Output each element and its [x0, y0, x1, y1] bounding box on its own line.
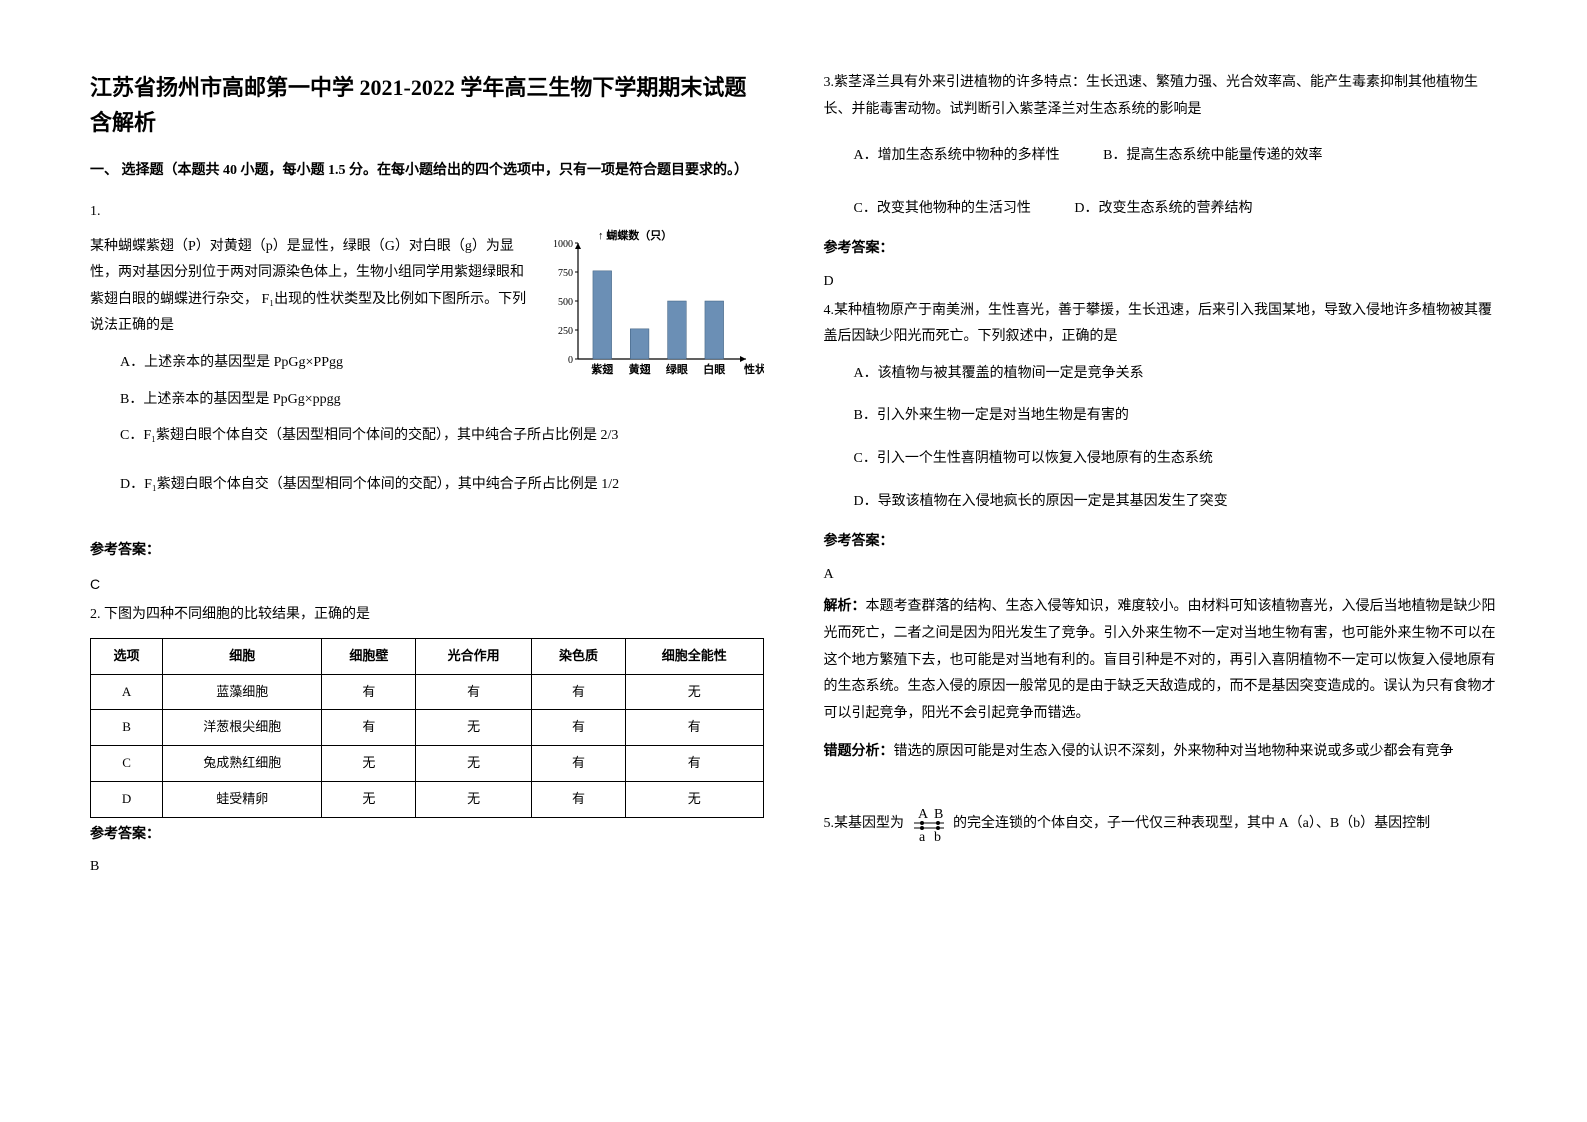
- q1-answer: C: [90, 571, 764, 598]
- table-cell: 无: [625, 674, 763, 710]
- svg-text:绿眼: 绿眼: [665, 362, 687, 376]
- right-column: 3.紫茎泽兰具有外来引进植物的许多特点：生长迅速、繁殖力强、光合效率高、能产生毒…: [794, 70, 1528, 1052]
- svg-text:白眼: 白眼: [703, 362, 725, 376]
- q3-answer: D: [824, 269, 1498, 296]
- table-row: C兔成熟红细胞无无有有: [91, 746, 764, 782]
- table-cell: 兔成熟红细胞: [163, 746, 322, 782]
- table-cell: 有: [532, 710, 626, 746]
- svg-text:紫翅: 紫翅: [591, 362, 614, 376]
- q2-answer-label: 参考答案：: [90, 822, 764, 849]
- table-header: 选项: [91, 639, 163, 675]
- table-cell: 无: [416, 746, 532, 782]
- q1-chart: ↑ 蝴蝶数（只） 0 250 500 750 1000 紫翅黄翅绿眼 白眼 性状类型: [544, 229, 764, 400]
- q3-text: 紫茎泽兰具有外来引进植物的许多特点：生长迅速、繁殖力强、光合效率高、能产生毒素抑…: [824, 75, 1479, 117]
- table-cell: A: [91, 674, 163, 710]
- q3-optD: D．改变生态系统的营养结构: [1074, 196, 1252, 223]
- table-cell: 有: [322, 710, 416, 746]
- q3-number: 3.: [824, 75, 835, 90]
- table-cell: 蓝藻细胞: [163, 674, 322, 710]
- q3-optC: C．改变其他物种的生活习性: [854, 196, 1031, 223]
- page-title: 江苏省扬州市高邮第一中学 2021-2022 学年高三生物下学期期末试题含解析: [90, 70, 764, 140]
- q3-row2: C．改变其他物种的生活习性 D．改变生态系统的营养结构: [854, 186, 1498, 223]
- table-cell: D: [91, 781, 163, 817]
- q3-answer-label: 参考答案：: [824, 236, 1498, 263]
- genotype-diagram: A B a b: [912, 806, 946, 842]
- q3-optA: A．增加生态系统中物种的多样性: [854, 143, 1060, 170]
- svg-text:A: A: [918, 807, 929, 822]
- table-header: 细胞: [163, 639, 322, 675]
- q5-text-after: 的完全连锁的个体自交，子一代仅三种表现型，其中 A（a）、B（b）基因控制: [953, 816, 1430, 831]
- q4-error: 错题分析：错选的原因可能是对生态入侵的认识不深刻，外来物种对当地物种来说或多或少…: [824, 739, 1498, 766]
- svg-text:a: a: [919, 830, 926, 842]
- table-cell: 有: [625, 710, 763, 746]
- left-column: 江苏省扬州市高邮第一中学 2021-2022 学年高三生物下学期期末试题含解析 …: [60, 70, 794, 1052]
- q4-optB: B．引入外来生物一定是对当地生物是有害的: [854, 403, 1498, 430]
- q1-answer-label: 参考答案：: [90, 538, 764, 565]
- table-cell: 无: [322, 781, 416, 817]
- table-cell: C: [91, 746, 163, 782]
- q4-answer-label: 参考答案：: [824, 529, 1498, 556]
- table-cell: 有: [322, 674, 416, 710]
- error-label: 错题分析：: [824, 744, 894, 759]
- svg-text:B: B: [934, 807, 943, 822]
- svg-text:0: 0: [568, 355, 573, 366]
- table-row: D蛙受精卵无无有无: [91, 781, 764, 817]
- q2-answer: B: [90, 854, 764, 881]
- svg-text:性状类型: 性状类型: [744, 362, 764, 376]
- table-header: 光合作用: [416, 639, 532, 675]
- q3-row: 3.紫茎泽兰具有外来引进植物的许多特点：生长迅速、繁殖力强、光合效率高、能产生毒…: [824, 70, 1498, 123]
- q1-number: 1.: [90, 199, 764, 226]
- q4-text: 某种植物原产于南美洲，生性喜光，善于攀援，生长迅速，后来引入我国某地，导致入侵地…: [824, 303, 1493, 345]
- q3-row1: A．增加生态系统中物种的多样性 B．提高生态系统中能量传递的效率: [854, 133, 1498, 170]
- table-cell: 无: [322, 746, 416, 782]
- svg-text:黄翅: 黄翅: [628, 362, 651, 376]
- q2-table: 选项细胞细胞壁光合作用染色质细胞全能性 A蓝藻细胞有有有无B洋葱根尖细胞有无有有…: [90, 638, 764, 817]
- error-text: 错选的原因可能是对生态入侵的认识不深刻，外来物种对当地物种来说或多或少都会有竞争: [894, 744, 1454, 759]
- svg-text:500: 500: [558, 297, 573, 308]
- table-cell: 有: [532, 746, 626, 782]
- q2-text: 下图为四种不同细胞的比较结果，正确的是: [104, 607, 370, 622]
- table-cell: 无: [625, 781, 763, 817]
- q1-optD: D．F₁紫翅白眼个体自交（基因型相同个体间的交配），其中纯合子所占比例是 1/2: [120, 472, 764, 499]
- q4-optA: A．该植物与被其覆盖的植物间一定是竞争关系: [854, 361, 1498, 388]
- q2-number: 2.: [90, 607, 101, 622]
- table-row: A蓝藻细胞有有有无: [91, 674, 764, 710]
- q4-row: 4.某种植物原产于南美洲，生性喜光，善于攀援，生长迅速，后来引入我国某地，导致入…: [824, 298, 1498, 351]
- table-cell: 蛙受精卵: [163, 781, 322, 817]
- q4-analysis: 解析：本题考查群落的结构、生态入侵等知识，难度较小。由材料可知该植物喜光，入侵后…: [824, 594, 1498, 727]
- table-cell: 有: [625, 746, 763, 782]
- table-cell: 有: [532, 781, 626, 817]
- table-cell: B: [91, 710, 163, 746]
- svg-text:↑ 蝴蝶数（只）: ↑ 蝴蝶数（只）: [598, 229, 672, 242]
- table-header: 细胞壁: [322, 639, 416, 675]
- analysis-text: 本题考查群落的结构、生态入侵等知识，难度较小。由材料可知该植物喜光，入侵后当地植…: [824, 599, 1496, 720]
- table-cell: 洋葱根尖细胞: [163, 710, 322, 746]
- svg-text:750: 750: [558, 268, 573, 279]
- table-header: 染色质: [532, 639, 626, 675]
- q5-text-before: 某基因型为: [834, 816, 908, 831]
- q5-row: 5.某基因型为 A B a b 的完全连锁的个体自交，子一代仅三种表现型，其中 …: [824, 806, 1498, 842]
- q4-optC: C．引入一个生性喜阴植物可以恢复入侵地原有的生态系统: [854, 446, 1498, 473]
- section-header: 一、 选择题（本题共 40 小题，每小题 1.5 分。在每小题给出的四个选项中，…: [90, 158, 764, 185]
- q2-row: 2. 下图为四种不同细胞的比较结果，正确的是: [90, 602, 764, 629]
- svg-text:250: 250: [558, 326, 573, 337]
- q1-body: ↑ 蝴蝶数（只）02505007501000紫翅黄翅绿眼白眼性状类型 某种蝴蝶紫…: [90, 234, 764, 414]
- svg-text:b: b: [934, 830, 941, 842]
- q5-number: 5.: [824, 816, 835, 831]
- table-cell: 有: [416, 674, 532, 710]
- q1-optC: C．F₁紫翅白眼个体自交（基因型相同个体间的交配），其中纯合子所占比例是 2/3: [90, 423, 764, 450]
- table-cell: 无: [416, 710, 532, 746]
- svg-text:1000: 1000: [553, 239, 573, 250]
- analysis-label: 解析：: [824, 599, 866, 614]
- table-row: B洋葱根尖细胞有无有有: [91, 710, 764, 746]
- table-cell: 无: [416, 781, 532, 817]
- table-cell: 有: [532, 674, 626, 710]
- q4-answer: A: [824, 562, 1498, 589]
- q4-number: 4.: [824, 303, 835, 318]
- q4-optD: D．导致该植物在入侵地疯长的原因一定是其基因发生了突变: [854, 489, 1498, 516]
- table-header: 细胞全能性: [625, 639, 763, 675]
- q3-optB: B．提高生态系统中能量传递的效率: [1103, 143, 1322, 170]
